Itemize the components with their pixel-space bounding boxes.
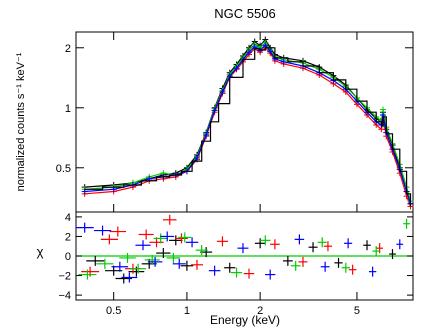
residual-point xyxy=(169,235,183,246)
residual-point xyxy=(265,269,276,280)
residual-point xyxy=(162,214,177,225)
top-plot-area xyxy=(81,36,414,210)
residual-point xyxy=(308,242,318,253)
residual-point xyxy=(121,272,138,283)
model-curve xyxy=(84,47,412,207)
spectrum-data-point xyxy=(219,89,226,95)
residual-point xyxy=(185,237,199,248)
residual-point xyxy=(243,268,255,279)
top-y-tick-label: 2 xyxy=(65,43,71,55)
residual-point xyxy=(396,239,404,250)
residual-point xyxy=(100,234,118,245)
spectrum-series-line-3 xyxy=(84,44,412,204)
residual-point xyxy=(172,258,186,269)
chart-title: NGC 5506 xyxy=(214,6,275,21)
residual-point xyxy=(190,259,203,270)
residual-point xyxy=(323,241,333,252)
residual-point xyxy=(166,252,181,263)
spectrum-data-point xyxy=(280,58,287,65)
residual-point xyxy=(138,229,154,240)
residual-point xyxy=(282,255,293,266)
residual-point xyxy=(147,256,163,267)
spectrum-data-point xyxy=(246,49,253,56)
residual-point xyxy=(178,232,192,243)
bottom-y-tick-label: 2 xyxy=(65,231,71,243)
spectrum-data-point xyxy=(81,188,88,195)
bottom-axis-ticks: 0.5 1 2 5 −4 −2 0 2 4 xyxy=(58,212,413,317)
bottom-plot-area xyxy=(75,214,413,284)
x-tick-label: 0.5 xyxy=(106,305,121,317)
residual-point xyxy=(341,262,350,273)
residual-point xyxy=(156,248,171,259)
residual-point xyxy=(237,243,249,254)
spectrum-series-line-2 xyxy=(84,41,412,202)
residual-point xyxy=(389,249,396,260)
bottom-y-tick-label: 0 xyxy=(65,251,71,263)
residual-point xyxy=(86,255,105,266)
residual-point xyxy=(93,225,112,236)
residual-point xyxy=(348,264,357,275)
residual-point xyxy=(175,233,188,244)
spectrum-data-point xyxy=(211,107,218,114)
spectrum-data-point xyxy=(203,132,210,139)
residual-point xyxy=(75,222,94,233)
residual-point xyxy=(230,267,243,278)
residual-point xyxy=(111,261,129,272)
top-axis-ticks: 0.5 1 2 xyxy=(56,32,413,212)
top-y-axis-label: normalized counts s⁻¹ keV⁻¹ xyxy=(15,52,27,191)
residual-point xyxy=(372,246,380,257)
spectrum-data-point xyxy=(233,65,240,72)
residual-point xyxy=(334,257,343,268)
residual-point xyxy=(317,237,327,248)
spectrum-data-point xyxy=(267,48,274,55)
top-y-tick-label: 1 xyxy=(65,103,71,115)
residual-point xyxy=(130,263,146,274)
residual-point xyxy=(96,258,114,269)
residual-point xyxy=(195,245,208,256)
bottom-y-tick-label: −4 xyxy=(58,290,71,302)
residual-point xyxy=(224,262,236,273)
residual-point xyxy=(153,233,168,244)
residual-point xyxy=(180,260,194,271)
top-y-tick-label: 0.5 xyxy=(56,163,71,175)
residual-point xyxy=(368,266,377,277)
spectrum-series-line-0 xyxy=(84,38,412,204)
residual-point xyxy=(160,231,175,242)
residual-point xyxy=(363,240,371,251)
bottom-y-tick-label: −2 xyxy=(58,271,71,283)
residual-point xyxy=(135,240,151,251)
residual-point xyxy=(216,236,229,247)
residual-point xyxy=(260,235,271,246)
residual-point xyxy=(78,269,97,280)
residual-point xyxy=(344,238,353,249)
spectrum-data-point xyxy=(193,154,200,161)
residual-point xyxy=(144,254,160,265)
spectrum-data-point xyxy=(380,106,387,113)
residual-point xyxy=(290,260,301,271)
x-tick-label: 2 xyxy=(257,305,263,317)
residual-point xyxy=(119,252,136,263)
residual-point xyxy=(109,226,127,237)
x-tick-label: 5 xyxy=(354,305,360,317)
residual-point xyxy=(298,256,308,267)
bottom-y-tick-label: 4 xyxy=(65,212,71,224)
x-axis-label: Energy (keV) xyxy=(210,313,280,327)
residual-point xyxy=(320,261,330,272)
residual-point xyxy=(294,234,305,245)
residual-point xyxy=(270,239,280,250)
residual-point xyxy=(403,218,410,229)
bottom-y-axis-label: χ xyxy=(37,244,44,259)
x-tick-label: 1 xyxy=(184,305,190,317)
residual-point xyxy=(208,265,221,276)
